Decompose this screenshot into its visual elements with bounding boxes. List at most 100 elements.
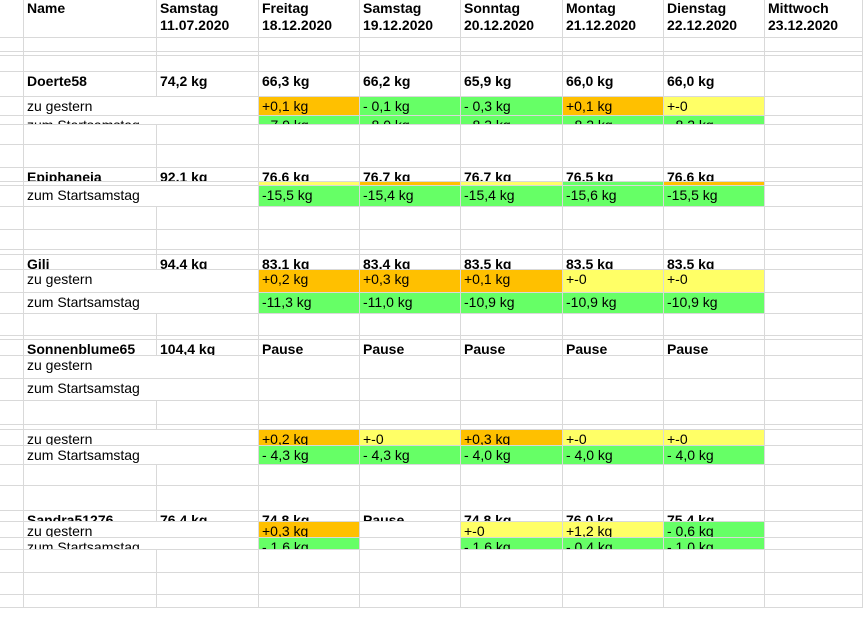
weight-cell[interactable]: 76,6 kg bbox=[664, 168, 765, 182]
total-cell[interactable] bbox=[664, 379, 765, 401]
empty-cell[interactable] bbox=[157, 250, 259, 255]
diff-cell[interactable] bbox=[360, 356, 461, 379]
empty-cell[interactable] bbox=[765, 401, 863, 425]
empty-cell[interactable] bbox=[461, 230, 563, 250]
empty-cell[interactable] bbox=[360, 145, 461, 168]
weight-cell[interactable]: 77,5 kg bbox=[664, 425, 765, 430]
weight-cell[interactable]: 77,5 kg bbox=[461, 425, 563, 430]
row-header-cell[interactable] bbox=[0, 538, 24, 550]
empty-cell[interactable] bbox=[461, 56, 563, 72]
empty-cell[interactable] bbox=[765, 145, 863, 168]
empty-cell[interactable] bbox=[157, 595, 259, 608]
empty-cell[interactable] bbox=[461, 52, 563, 56]
diff-cell[interactable] bbox=[765, 97, 863, 116]
diff-cell[interactable] bbox=[765, 270, 863, 293]
empty-cell[interactable] bbox=[157, 52, 259, 56]
total-cell[interactable] bbox=[259, 379, 360, 401]
label-zu-gestern[interactable]: zu gestern bbox=[24, 522, 259, 538]
empty-cell[interactable] bbox=[765, 125, 863, 145]
empty-cell[interactable] bbox=[259, 465, 360, 486]
weight-cell[interactable] bbox=[765, 340, 863, 356]
empty-cell[interactable] bbox=[24, 38, 157, 52]
empty-cell[interactable] bbox=[0, 230, 24, 250]
empty-cell[interactable] bbox=[259, 573, 360, 595]
empty-cell[interactable] bbox=[24, 573, 157, 595]
empty-cell[interactable] bbox=[0, 207, 24, 230]
empty-cell[interactable] bbox=[563, 125, 664, 145]
empty-cell[interactable] bbox=[664, 573, 765, 595]
empty-cell[interactable] bbox=[664, 207, 765, 230]
total-cell[interactable]: -15,4 kg bbox=[360, 186, 461, 207]
header-column-4[interactable]: Montag 21.12.2020 bbox=[563, 0, 664, 38]
empty-cell[interactable] bbox=[0, 38, 24, 52]
empty-cell[interactable] bbox=[157, 573, 259, 595]
empty-cell[interactable] bbox=[259, 145, 360, 168]
total-cell[interactable]: - 8,3 kg bbox=[461, 116, 563, 125]
empty-cell[interactable] bbox=[259, 336, 360, 340]
diff-cell[interactable] bbox=[259, 356, 360, 379]
empty-cell[interactable] bbox=[360, 56, 461, 72]
participant-name[interactable]: Sandra51276 bbox=[24, 511, 157, 522]
empty-cell[interactable] bbox=[157, 230, 259, 250]
empty-cell[interactable] bbox=[664, 230, 765, 250]
total-cell[interactable] bbox=[765, 379, 863, 401]
diff-cell[interactable]: - 0,3 kg bbox=[461, 97, 563, 116]
total-cell[interactable]: -15,6 kg bbox=[563, 186, 664, 207]
row-header-cell[interactable] bbox=[0, 511, 24, 522]
weight-cell[interactable]: 83,1 kg bbox=[259, 255, 360, 270]
total-cell[interactable]: - 8,0 kg bbox=[360, 116, 461, 125]
weight-cell[interactable]: 76,0 kg bbox=[563, 511, 664, 522]
total-cell[interactable]: - 4,3 kg bbox=[259, 446, 360, 465]
label-zu-gestern[interactable]: zu gestern bbox=[24, 182, 259, 186]
header-column-1[interactable]: Freitag 18.12.2020 bbox=[259, 0, 360, 38]
empty-cell[interactable] bbox=[360, 38, 461, 52]
empty-cell[interactable] bbox=[664, 595, 765, 608]
row-header-cell[interactable] bbox=[0, 293, 24, 314]
weight-cell[interactable]: 77,2 kg bbox=[259, 425, 360, 430]
empty-cell[interactable] bbox=[259, 52, 360, 56]
total-cell[interactable] bbox=[765, 538, 863, 550]
empty-cell[interactable] bbox=[765, 595, 863, 608]
empty-cell[interactable] bbox=[664, 52, 765, 56]
row-header-cell[interactable] bbox=[0, 356, 24, 379]
empty-cell[interactable] bbox=[461, 207, 563, 230]
weight-cell[interactable]: 83,4 kg bbox=[360, 255, 461, 270]
empty-cell[interactable] bbox=[765, 38, 863, 52]
empty-cell[interactable] bbox=[563, 573, 664, 595]
total-cell[interactable] bbox=[360, 538, 461, 550]
diff-cell[interactable]: +0,3 kg bbox=[259, 522, 360, 538]
total-cell[interactable]: - 4,0 kg bbox=[664, 446, 765, 465]
total-cell[interactable] bbox=[765, 116, 863, 125]
empty-cell[interactable] bbox=[259, 250, 360, 255]
empty-cell[interactable] bbox=[664, 145, 765, 168]
empty-cell[interactable] bbox=[24, 207, 157, 230]
diff-cell[interactable] bbox=[765, 522, 863, 538]
weight-cell[interactable]: 65,9 kg bbox=[461, 72, 563, 97]
total-cell[interactable] bbox=[765, 186, 863, 207]
diff-cell[interactable]: +0,1 kg bbox=[461, 270, 563, 293]
diff-cell[interactable]: +-0 bbox=[563, 430, 664, 446]
empty-cell[interactable] bbox=[360, 486, 461, 511]
weight-cell[interactable]: 76,7 kg bbox=[461, 168, 563, 182]
diff-cell[interactable]: +0,3 kg bbox=[461, 430, 563, 446]
total-cell[interactable]: -10,9 kg bbox=[664, 293, 765, 314]
weight-cell[interactable]: Pause bbox=[360, 511, 461, 522]
empty-cell[interactable] bbox=[664, 550, 765, 573]
label-zum-startsamstag[interactable]: zum Startsamstag bbox=[24, 538, 259, 550]
label-zu-gestern[interactable]: zu gestern bbox=[24, 356, 259, 379]
weight-cell[interactable]: 76,5 kg bbox=[563, 168, 664, 182]
total-cell[interactable]: -15,5 kg bbox=[259, 186, 360, 207]
empty-cell[interactable] bbox=[563, 595, 664, 608]
empty-cell[interactable] bbox=[259, 230, 360, 250]
empty-cell[interactable] bbox=[24, 336, 157, 340]
row-header-cell[interactable] bbox=[0, 340, 24, 356]
empty-cell[interactable] bbox=[259, 38, 360, 52]
empty-cell[interactable] bbox=[360, 250, 461, 255]
empty-cell[interactable] bbox=[765, 207, 863, 230]
participant-name[interactable]: Gili bbox=[24, 255, 157, 270]
header-name-cell[interactable]: Name bbox=[24, 0, 157, 38]
empty-cell[interactable] bbox=[664, 38, 765, 52]
empty-cell[interactable] bbox=[563, 56, 664, 72]
row-header-cell[interactable] bbox=[0, 186, 24, 207]
diff-cell[interactable]: +-0 bbox=[461, 182, 563, 186]
